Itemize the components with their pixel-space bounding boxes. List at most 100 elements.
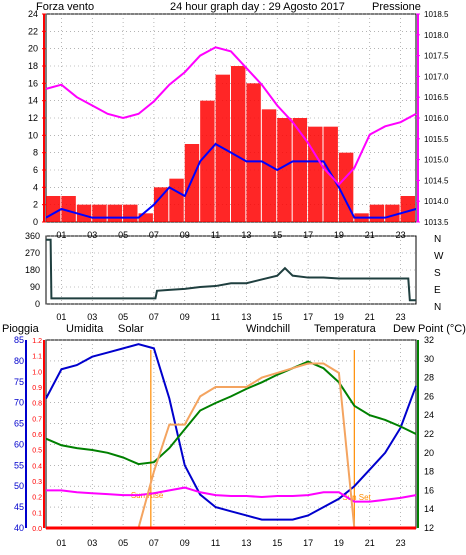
rain-tick-label: 1.1	[32, 354, 42, 361]
y-tick-label: 16	[28, 78, 38, 88]
series-dew-point-c-line	[46, 486, 417, 503]
dir-tick-label: 180	[25, 265, 40, 275]
x-tick-label: 13	[241, 312, 251, 322]
dir-compass-label: W	[434, 251, 444, 262]
dir-compass-label: S	[434, 268, 441, 279]
hum-tick-label: 55	[14, 460, 24, 470]
y-tick-label: 2	[33, 200, 38, 210]
rain-tick-label: 0.6	[32, 432, 42, 439]
wind-bar	[46, 196, 61, 222]
wind-bar	[400, 196, 415, 222]
temp-tick-label: 28	[424, 373, 434, 383]
rain-tick-label: 0.7	[32, 416, 42, 423]
x-tick-label: 21	[365, 538, 375, 548]
legend-solar: Solar	[118, 323, 144, 335]
y2-tick-label: 1018.5	[424, 10, 449, 19]
x-tick-label: 19	[334, 538, 344, 548]
y-tick-label: 6	[33, 165, 38, 175]
rain-tick-label: 0.5	[32, 448, 42, 455]
legend-windchill: Windchill	[246, 323, 290, 335]
y-tick-label: 22	[28, 26, 38, 36]
rain-tick-label: 0.3	[32, 479, 42, 486]
rain-tick-label: 0.8	[32, 401, 42, 408]
x-tick-label: 03	[87, 538, 97, 548]
temp-tick-label: 24	[424, 410, 434, 420]
series-umiditaline	[45, 343, 417, 521]
x-tick-label: 17	[303, 312, 313, 322]
top-title: 24 hour graph day : 29 Agosto 2017	[170, 1, 345, 13]
temp-tick-label: 20	[424, 448, 434, 458]
temp-tick-label: 18	[424, 467, 434, 477]
x-tick-label: 17	[303, 538, 313, 548]
x-tick-label: 01	[56, 312, 66, 322]
y2-tick-label: 1016.0	[424, 114, 449, 123]
legend-pioggia: Pioggia	[2, 323, 40, 335]
rain-tick-label: 0.1	[32, 510, 42, 517]
x-tick-label: 07	[149, 312, 159, 322]
x-tick-label: 11	[211, 312, 220, 322]
rain-tick-label: 1.0	[32, 369, 42, 376]
temp-tick-label: 22	[424, 429, 434, 439]
wind-direction-line	[46, 238, 416, 302]
dir-tick-label: 90	[30, 282, 40, 292]
top-right-title: Pressione	[372, 1, 421, 13]
y-tick-label: 10	[28, 130, 38, 140]
temp-tick-label: 30	[424, 354, 434, 364]
y-tick-label: 24	[28, 9, 38, 19]
dir-compass-label: E	[434, 285, 441, 296]
y-tick-label: 4	[33, 182, 38, 192]
legend-dewpoint: Dew Point (°C)	[393, 323, 466, 335]
hum-tick-label: 45	[14, 502, 24, 512]
temp-tick-label: 32	[424, 335, 434, 345]
rain-tick-label: 0.2	[32, 495, 42, 502]
dir-compass-label: N	[434, 234, 441, 245]
x-tick-label: 21	[365, 312, 375, 322]
x-tick-label: 15	[272, 230, 282, 240]
dir-tick-label: 270	[25, 248, 40, 258]
pressure-line	[45, 46, 417, 187]
x-tick-label: 11	[211, 538, 220, 548]
wind-bar	[61, 196, 76, 222]
x-tick-label: 09	[180, 538, 190, 548]
temp-tick-label: 14	[424, 504, 434, 514]
y-tick-label: 18	[28, 61, 38, 71]
wind-bar	[184, 144, 200, 222]
hum-tick-label: 75	[14, 377, 24, 387]
x-tick-label: 09	[180, 312, 190, 322]
x-tick-label: 01	[56, 230, 66, 240]
wind-bar	[92, 204, 107, 222]
y2-tick-label: 1018.0	[424, 31, 449, 40]
x-tick-label: 23	[396, 538, 406, 548]
legend-umidita: Umidita	[66, 323, 104, 335]
x-tick-label: 17	[303, 230, 313, 240]
x-tick-label: 19	[334, 230, 344, 240]
temp-tick-label: 26	[424, 391, 434, 401]
rain-tick-label: 0.9	[32, 385, 42, 392]
x-tick-label: 23	[396, 230, 406, 240]
wind-avg-line	[45, 142, 417, 219]
wind-bar	[246, 83, 261, 222]
wind-bar	[169, 178, 184, 222]
x-tick-label: 23	[396, 312, 406, 322]
x-tick-label: 07	[149, 538, 159, 548]
x-tick-label: 05	[118, 312, 128, 322]
y-tick-label: 12	[28, 113, 38, 123]
wind-bar	[277, 118, 292, 222]
x-tick-label: 19	[334, 312, 344, 322]
x-tick-label: 01	[56, 538, 66, 548]
hum-tick-label: 50	[14, 481, 24, 491]
y2-tick-label: 1013.5	[424, 218, 449, 227]
wind-bar	[107, 204, 123, 222]
hum-tick-label: 65	[14, 419, 24, 429]
rain-tick-label: 1.2	[32, 338, 42, 345]
x-tick-label: 03	[87, 312, 97, 322]
hum-tick-label: 80	[14, 356, 24, 366]
dir-tick-label: 360	[25, 231, 40, 241]
dir-compass-label: N	[434, 302, 441, 313]
wind-bar	[200, 100, 215, 222]
wind-bar	[308, 126, 323, 222]
sun-set-label: Sun Set	[342, 493, 371, 502]
x-tick-label: 05	[118, 538, 128, 548]
y2-tick-label: 1017.5	[424, 52, 449, 61]
